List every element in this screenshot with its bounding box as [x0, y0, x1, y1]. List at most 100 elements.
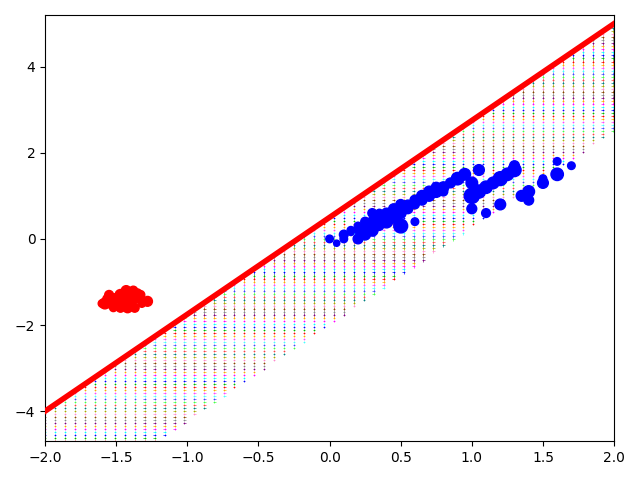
Point [518, 112, 528, 120]
Point [438, 163, 449, 171]
Point [289, 302, 299, 310]
Point [299, 287, 309, 294]
Point [229, 308, 239, 315]
Point [159, 420, 170, 427]
Point [403, 205, 413, 213]
Point [269, 338, 279, 346]
Point [120, 425, 130, 433]
Point [578, 82, 588, 89]
Point [448, 133, 458, 141]
Point [319, 311, 329, 319]
Point [120, 410, 130, 418]
Point [588, 36, 598, 44]
Point [518, 175, 528, 183]
Point [607, 121, 618, 129]
Point [468, 184, 478, 192]
Point [428, 199, 438, 207]
Point [399, 175, 409, 183]
Point [259, 305, 269, 312]
Point [189, 344, 200, 352]
Point [557, 127, 568, 135]
Point [309, 265, 319, 273]
Point [528, 76, 538, 84]
Point [346, 228, 356, 236]
Point [498, 124, 508, 132]
Point [120, 434, 130, 442]
Point [140, 437, 150, 445]
Point [408, 169, 419, 177]
Point [403, 201, 413, 208]
Point [369, 269, 379, 276]
Point [458, 151, 468, 159]
Point [209, 380, 220, 388]
Point [438, 181, 449, 189]
Point [209, 323, 220, 331]
Point [319, 278, 329, 286]
Point [159, 386, 170, 394]
Point [140, 368, 150, 376]
Point [120, 380, 130, 388]
Point [150, 362, 160, 370]
Point [488, 196, 499, 204]
Point [170, 341, 180, 348]
Point [578, 73, 588, 81]
Point [239, 356, 250, 364]
Point [478, 151, 488, 159]
Point [424, 188, 435, 195]
Point [528, 139, 538, 147]
Point [249, 353, 259, 361]
Point [229, 353, 239, 361]
Point [557, 136, 568, 144]
Point [100, 428, 110, 436]
Point [259, 320, 269, 327]
Point [199, 395, 209, 403]
Point [289, 241, 299, 249]
Point [249, 362, 259, 370]
Point [448, 166, 458, 174]
Point [557, 154, 568, 162]
Point [518, 118, 528, 126]
Point [239, 287, 250, 294]
Point [358, 296, 369, 303]
Point [329, 220, 339, 228]
Point [399, 169, 409, 177]
Point [468, 133, 478, 141]
Point [458, 217, 468, 225]
Point [448, 190, 458, 198]
Point [229, 317, 239, 324]
Point [528, 160, 538, 168]
Point [339, 253, 349, 261]
Point [548, 136, 558, 144]
Point [468, 205, 478, 213]
Point [170, 329, 180, 336]
Point [588, 70, 598, 77]
Point [339, 275, 349, 282]
Point [269, 347, 279, 355]
Point [279, 311, 289, 319]
Point [498, 130, 508, 138]
Point [349, 229, 359, 237]
Point [80, 425, 90, 433]
Point [100, 425, 110, 433]
Point [448, 175, 458, 183]
Point [378, 263, 388, 270]
Point [279, 347, 289, 355]
Point [209, 302, 220, 310]
Point [428, 166, 438, 174]
Point [568, 115, 578, 122]
Point [329, 215, 339, 222]
Point [399, 257, 409, 264]
Point [588, 48, 598, 56]
Point [498, 145, 508, 153]
Point [518, 142, 528, 150]
Point [239, 299, 250, 306]
Point [478, 118, 488, 126]
Point [289, 244, 299, 252]
Point [578, 79, 588, 86]
Point [557, 73, 568, 81]
Point [458, 223, 468, 231]
Point [568, 142, 578, 150]
Point [607, 73, 618, 81]
Point [448, 139, 458, 147]
Point [220, 308, 230, 315]
